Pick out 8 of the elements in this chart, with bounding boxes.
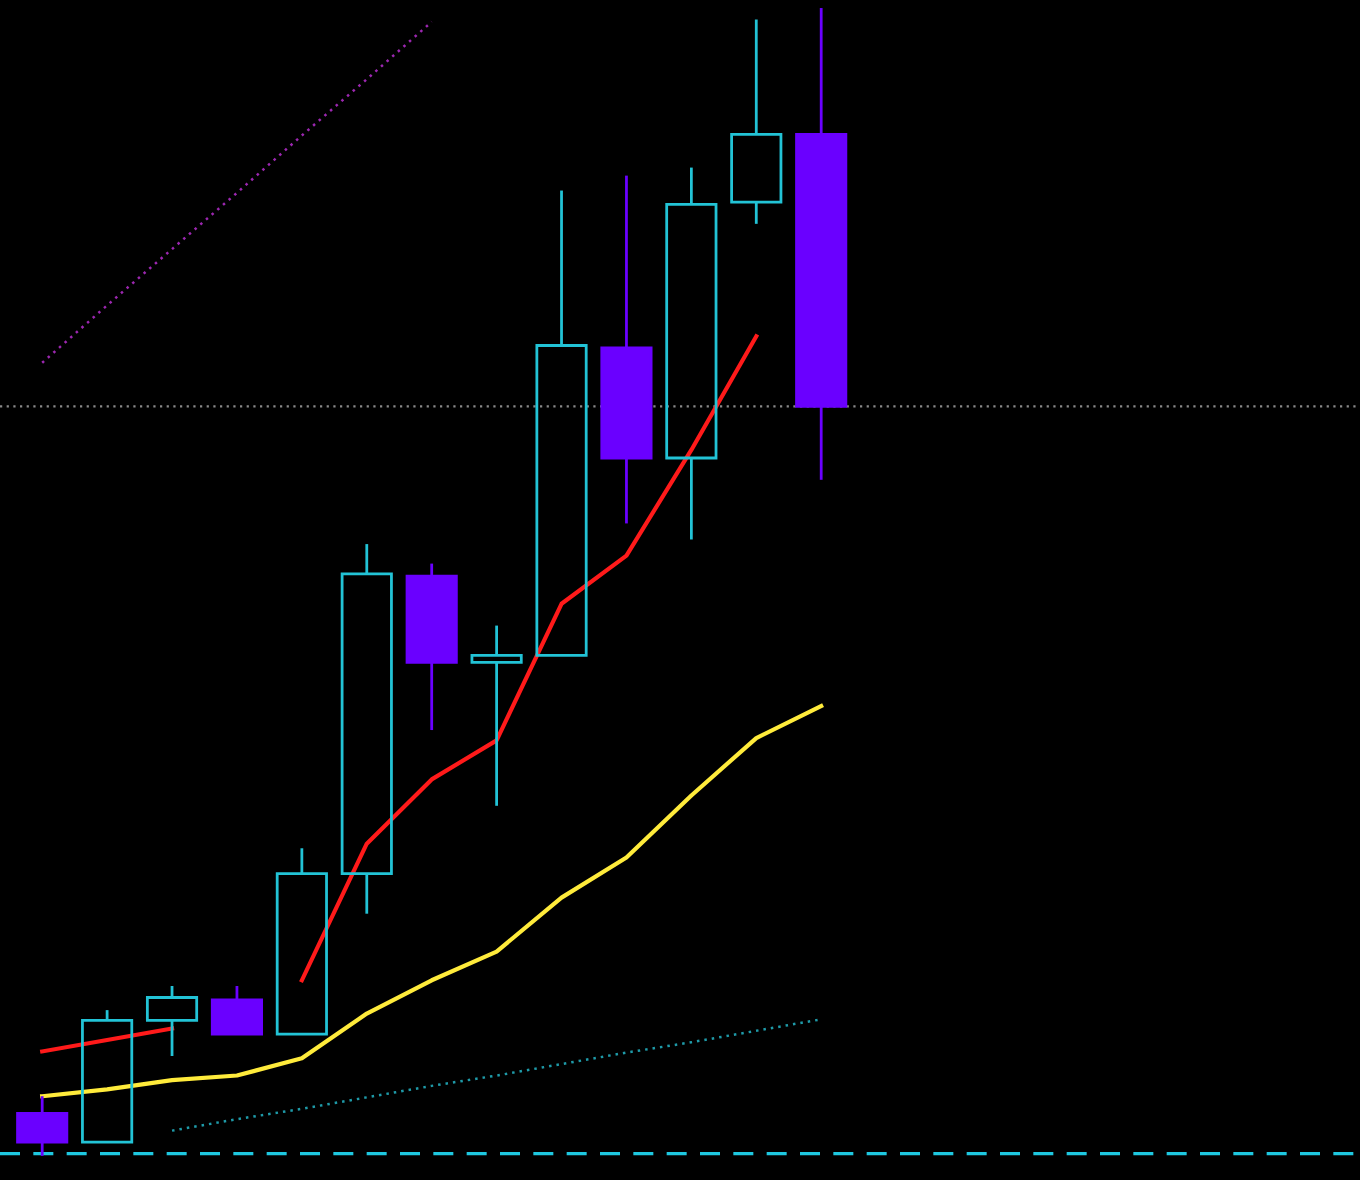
- candlestick: [730, 18, 783, 226]
- candlestick: [470, 624, 523, 808]
- candlestick: [600, 174, 653, 525]
- candlestick: [795, 6, 848, 482]
- candlestick: [340, 542, 393, 916]
- candlestick: [665, 166, 718, 541]
- candlestick: [16, 1094, 69, 1158]
- candlestick: [405, 562, 458, 732]
